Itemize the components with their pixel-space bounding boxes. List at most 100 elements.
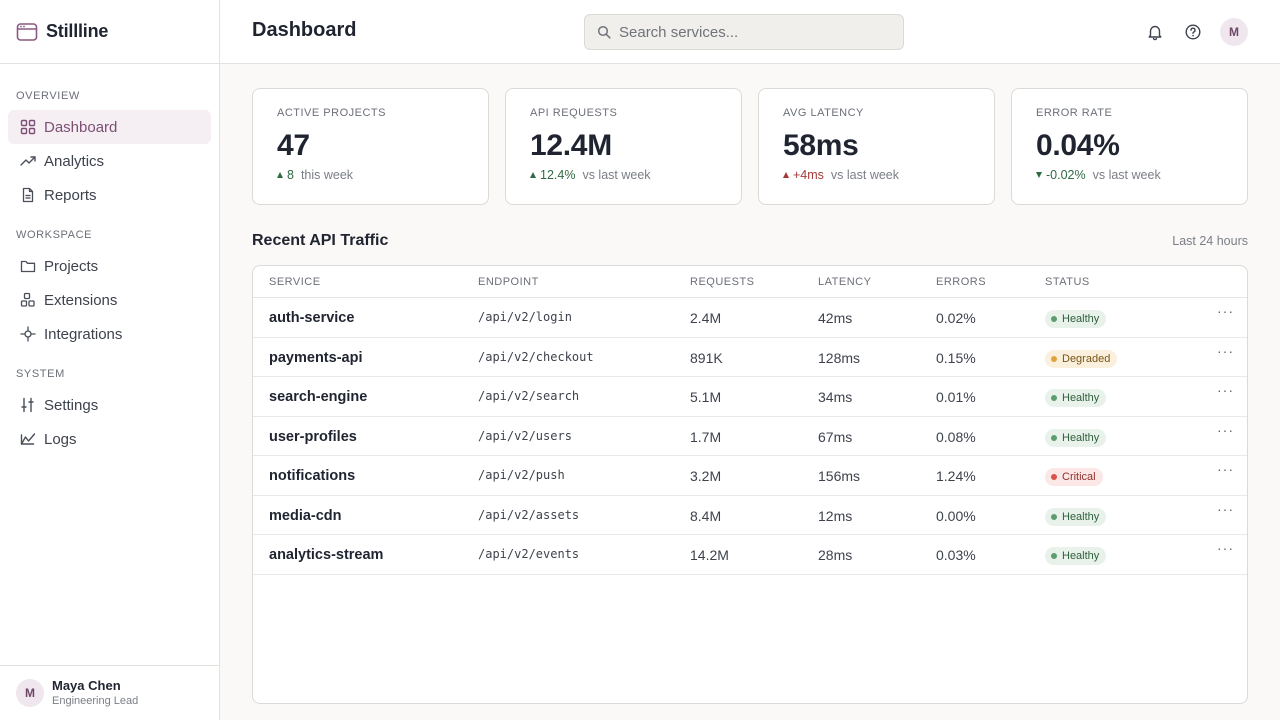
cell-service: user-profiles xyxy=(269,428,357,445)
status-dot-icon xyxy=(1051,513,1057,520)
stat-delta-caption: this week xyxy=(300,168,354,182)
search-input[interactable] xyxy=(619,23,879,41)
sidebar-item-label: Dashboard xyxy=(44,118,118,136)
cell-service: auth-service xyxy=(269,310,355,326)
cell-endpoint: /api/v2/push xyxy=(478,468,565,482)
stat-label: ERROR RATE xyxy=(1036,107,1113,119)
table-row[interactable]: auth-service/api/v2/login 2.4M 42ms 0.02% He… xyxy=(253,298,1247,338)
sidebar-item-label: Analytics xyxy=(44,152,105,170)
cell-service: analytics-stream xyxy=(269,547,384,563)
sidebar-item-reports[interactable]: Reports xyxy=(8,178,211,212)
search-box[interactable] xyxy=(584,14,904,50)
blocks-icon xyxy=(20,292,36,308)
user-role: Engineering Lead xyxy=(52,695,139,707)
more-options-icon[interactable]: ··· xyxy=(1217,382,1234,398)
plug-icon xyxy=(20,326,36,342)
stat-delta-caption: vs last week xyxy=(1092,168,1161,182)
more-options-icon[interactable]: ··· xyxy=(1217,540,1234,556)
status-badge: Healthy xyxy=(1045,547,1107,565)
user-profile[interactable]: M Maya Chen Engineering Lead xyxy=(0,665,219,720)
column-header-status: STATUS xyxy=(1045,276,1090,288)
sidebar-item-projects[interactable]: Projects xyxy=(8,249,211,283)
status-badge: Healthy xyxy=(1045,310,1107,328)
table-row[interactable]: payments-api/api/v2/checkout 891K 128ms 0.1… xyxy=(253,338,1247,377)
sidebar-item-label: Projects xyxy=(44,257,99,275)
cell-latency: 156ms xyxy=(818,468,861,484)
cell-latency: 28ms xyxy=(818,547,853,563)
header-avatar[interactable]: M xyxy=(1220,18,1248,46)
stat-delta-caption: vs last week xyxy=(582,168,651,182)
cell-latency: 42ms xyxy=(818,310,853,326)
table-row[interactable]: search-engine/api/v2/search 5.1M 34ms 0.01%… xyxy=(253,377,1247,417)
cell-service: media-cdn xyxy=(269,507,342,524)
stat-delta-caption: vs last week xyxy=(830,168,900,182)
cell-errors: 0.03% xyxy=(936,547,976,563)
more-options-icon[interactable]: ··· xyxy=(1217,303,1234,319)
table-row[interactable]: analytics-stream/api/v2/events 14.2M 28ms 0… xyxy=(253,535,1247,575)
arrow-up-icon xyxy=(530,172,536,178)
user-name: Maya Chen xyxy=(52,678,121,693)
cell-service: notifications xyxy=(269,468,356,484)
traffic-table: SERVICE ENDPOINT REQUESTS LATENCY ERRORS… xyxy=(252,265,1248,704)
status-badge: Healthy xyxy=(1045,428,1107,447)
column-header-latency: LATENCY xyxy=(818,276,872,288)
sidebar-item-settings[interactable]: Settings xyxy=(8,388,211,422)
status-label: Degraded xyxy=(1062,352,1111,365)
sidebar-item-extensions[interactable]: Extensions xyxy=(8,283,211,317)
more-options-icon[interactable]: ··· xyxy=(1217,342,1234,359)
status-badge: Healthy xyxy=(1045,507,1107,526)
status-label: Healthy xyxy=(1062,431,1100,444)
stat-delta: -0.02% vs last week xyxy=(1036,167,1223,183)
stat-card-avg-latency: AVG LATENCY 58ms +4ms vs last week xyxy=(758,88,995,205)
table-header: SERVICE ENDPOINT REQUESTS LATENCY ERRORS… xyxy=(253,266,1247,298)
log-icon xyxy=(20,431,36,447)
stat-value: 0.04% xyxy=(1036,129,1120,162)
table-row[interactable]: user-profiles/api/v2/users 1.7M 67ms 0.08% H… xyxy=(253,417,1247,456)
document-icon xyxy=(20,187,36,203)
more-options-icon[interactable]: ··· xyxy=(1217,500,1234,517)
cell-latency: 34ms xyxy=(818,389,853,405)
status-label: Critical xyxy=(1062,471,1096,483)
cell-errors: 0.08% xyxy=(936,428,976,445)
cell-errors: 0.02% xyxy=(936,310,976,326)
stat-label: ACTIVE PROJECTS xyxy=(277,107,386,119)
cell-requests: 8.4M xyxy=(690,507,722,524)
arrow-up-icon xyxy=(783,172,789,178)
stat-value: 12.4M xyxy=(530,129,612,162)
time-range-label: Last 24 hours xyxy=(1172,234,1248,248)
column-header-requests: REQUESTS xyxy=(690,276,755,288)
cell-endpoint: /api/v2/assets xyxy=(478,507,580,522)
sidebar-item-logs[interactable]: Logs xyxy=(8,422,211,456)
table-body: auth-service/api/v2/login 2.4M 42ms 0.02% He… xyxy=(253,298,1247,575)
stat-delta-value: +4ms xyxy=(793,168,824,182)
cell-endpoint: /api/v2/search xyxy=(478,389,580,403)
status-badge: Critical xyxy=(1045,468,1103,486)
sidebar-item-dashboard[interactable]: Dashboard xyxy=(8,110,211,144)
stat-value: 47 xyxy=(277,129,310,162)
help-icon[interactable] xyxy=(1184,23,1202,41)
page-title: Dashboard xyxy=(252,19,357,41)
stat-card-api-requests: API REQUESTS 12.4M 12.4% vs last week xyxy=(505,88,742,205)
sidebar-item-label: Logs xyxy=(44,430,77,448)
section-title: Recent API Traffic xyxy=(252,232,389,249)
column-header-endpoint: ENDPOINT xyxy=(478,276,539,288)
nav-section-overview: OVERVIEW xyxy=(16,90,80,102)
bell-icon[interactable] xyxy=(1146,23,1164,41)
status-badge: Degraded xyxy=(1045,349,1118,368)
sidebar-item-integrations[interactable]: Integrations xyxy=(8,317,211,351)
cell-requests: 891K xyxy=(690,349,723,366)
sidebar-item-analytics[interactable]: Analytics xyxy=(8,144,211,178)
stat-label: AVG LATENCY xyxy=(783,107,864,119)
stat-delta-value: 8 xyxy=(287,168,294,182)
table-row[interactable]: notifications/api/v2/push 3.2M 156ms 1.24% C… xyxy=(253,456,1247,496)
sliders-icon xyxy=(20,397,36,413)
more-options-icon[interactable]: ··· xyxy=(1217,421,1234,438)
table-row[interactable]: media-cdn/api/v2/assets 8.4M 12ms 0.00% Heal… xyxy=(253,496,1247,535)
arrow-up-icon xyxy=(277,172,283,178)
sidebar-item-label: Extensions xyxy=(44,291,118,309)
column-header-errors: ERRORS xyxy=(936,276,987,288)
more-options-icon[interactable]: ··· xyxy=(1217,461,1234,477)
stat-delta: 12.4% vs last week xyxy=(530,167,717,183)
sidebar-item-label: Reports xyxy=(44,186,97,204)
cell-requests: 14.2M xyxy=(690,547,729,563)
